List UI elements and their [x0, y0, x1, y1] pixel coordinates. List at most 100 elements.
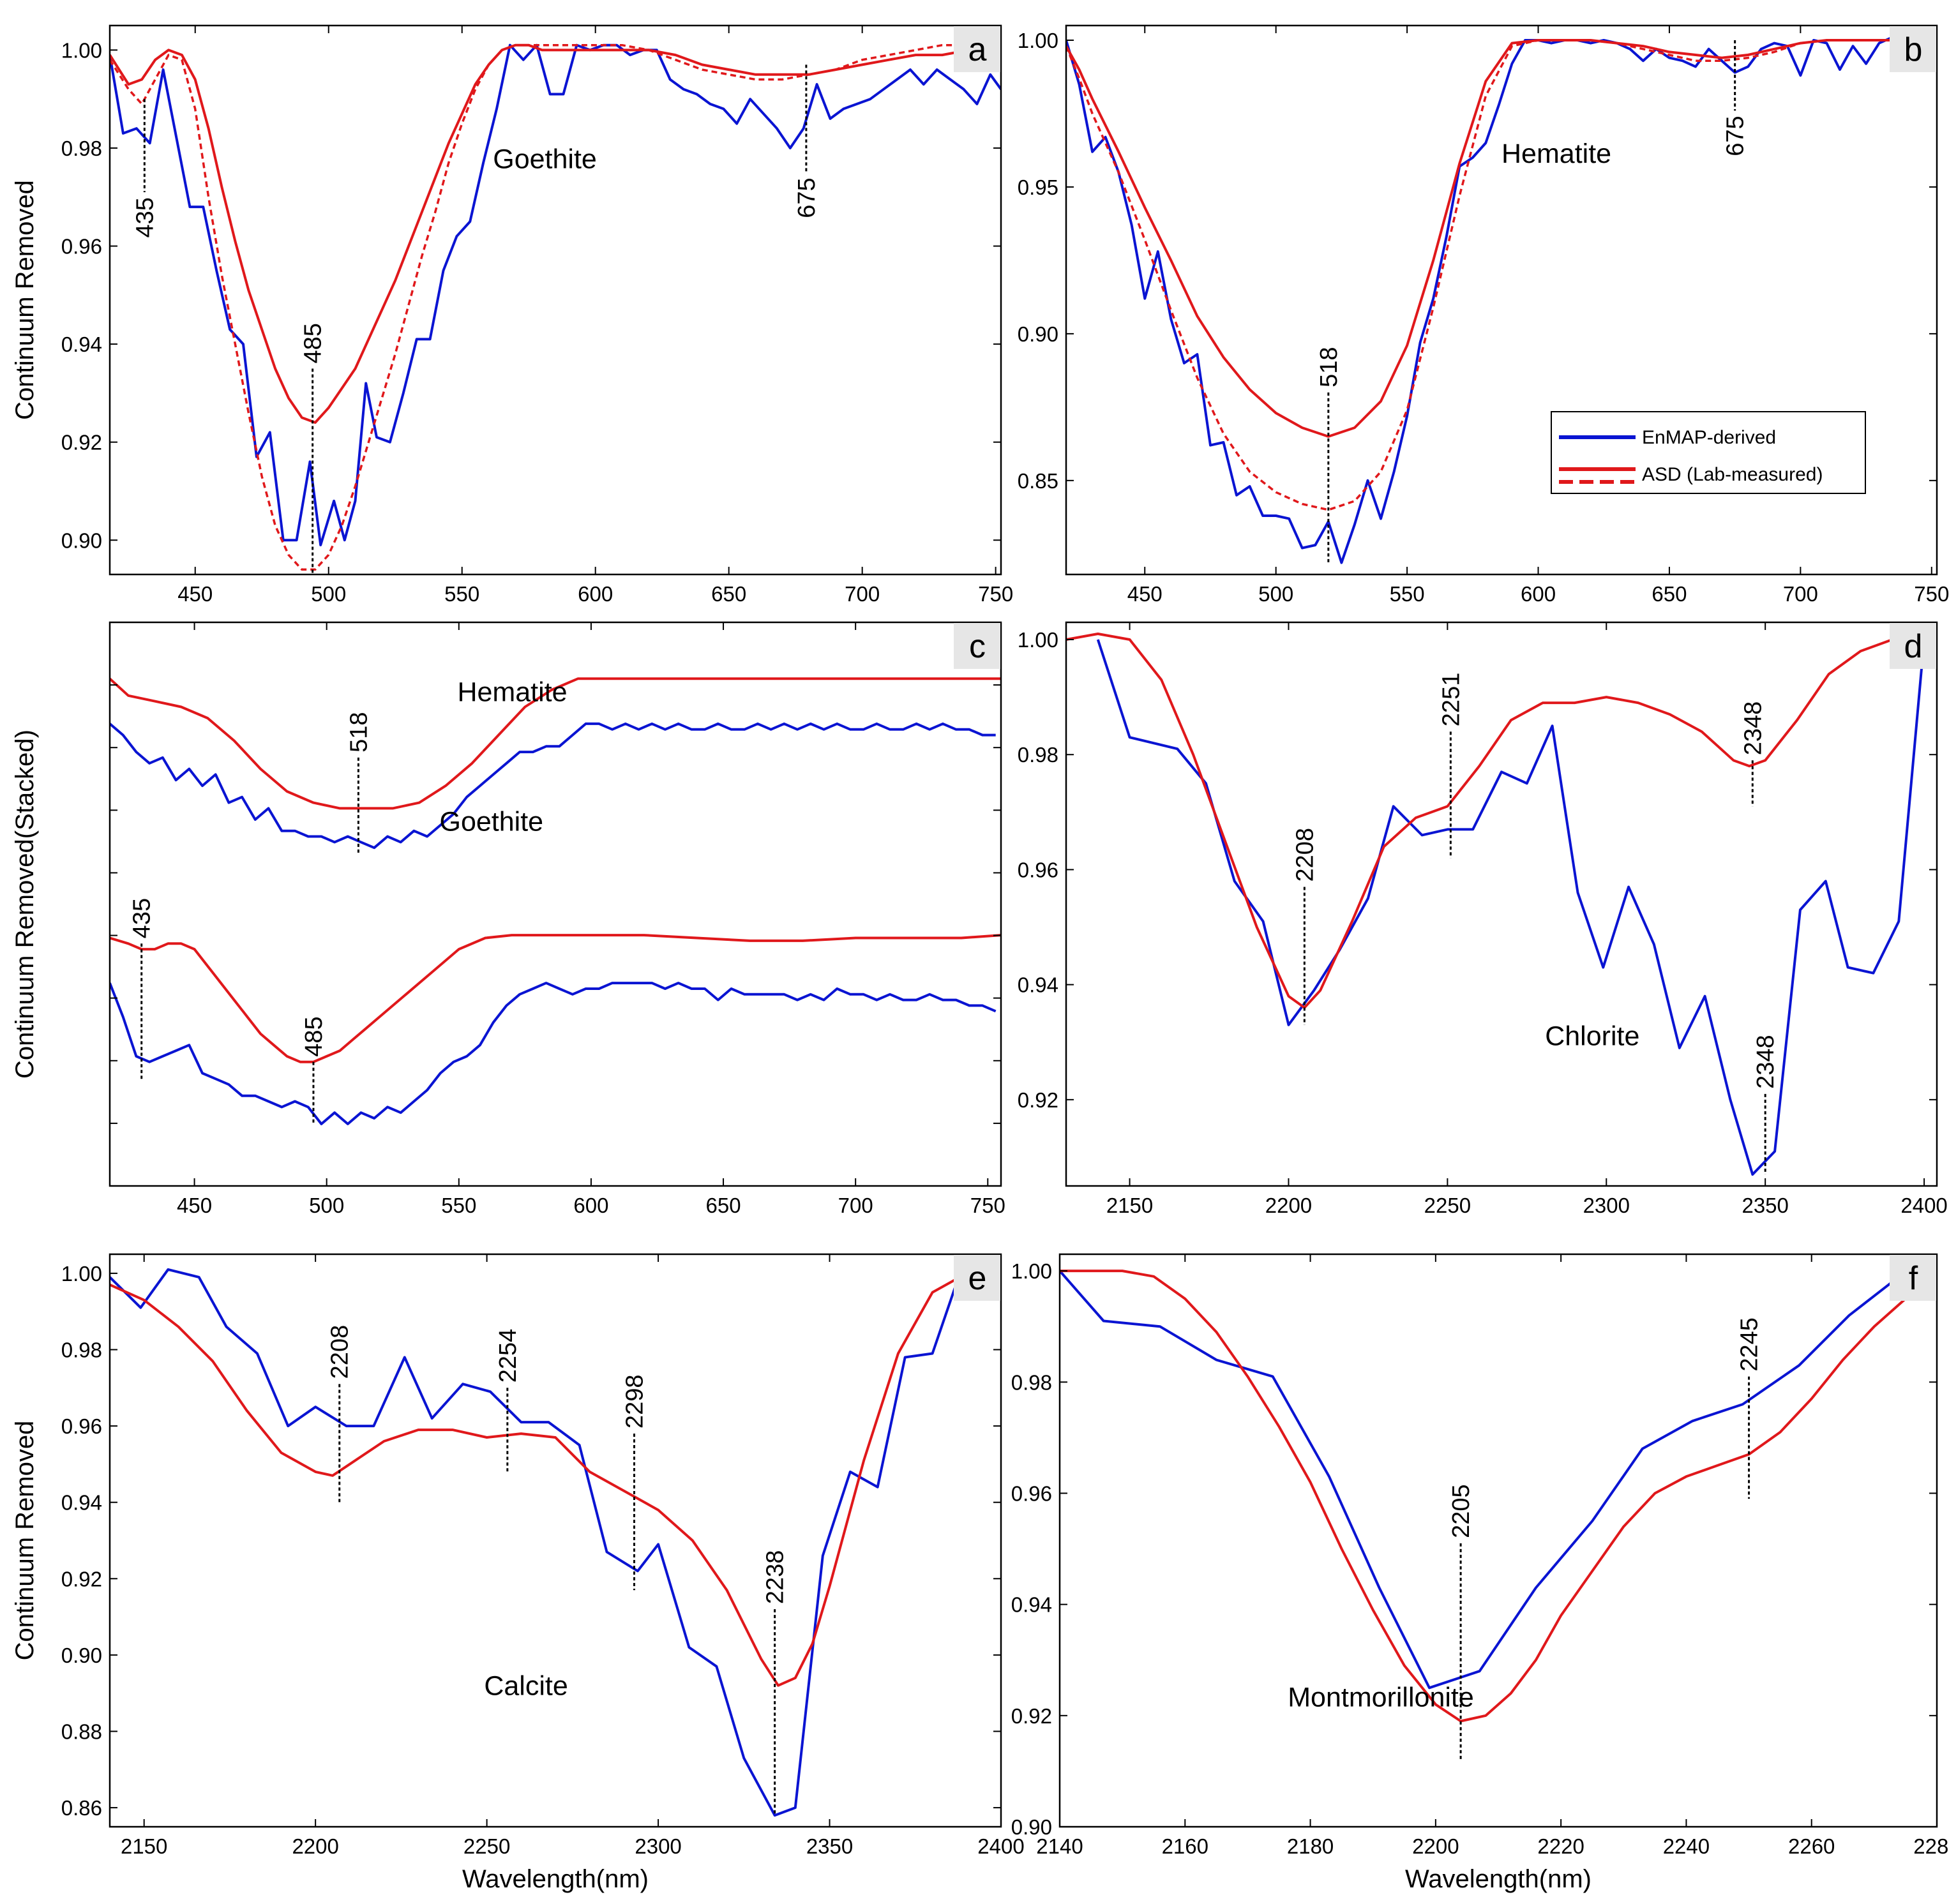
legend: EnMAP-derived ASD (Lab-measured) — [1551, 411, 1866, 494]
y-tick-label: 0.95 — [1018, 176, 1058, 199]
marker-label: 2205 — [1448, 1484, 1475, 1538]
x-tick-label: 2350 — [1742, 1194, 1788, 1217]
panel-tag-box — [1890, 26, 1936, 72]
panel-f: 2205 2245 Montmorillonite 2140 2160 2180 2200 2… — [1011, 1253, 1949, 1893]
series-line-enmap-b — [1066, 36, 1937, 564]
panel-c: 435 518 485 Hematite Goethite 450 500 550 600 650… — [11, 621, 1005, 1217]
x-axis-label: Wavelength(nm) — [462, 1865, 649, 1893]
plot-frame-a — [109, 24, 1002, 576]
x-tick-label: 500 — [309, 1194, 344, 1217]
y-tick-label: 0.98 — [1018, 743, 1058, 767]
marker-label: 485 — [301, 1016, 327, 1056]
x-tick-label: 2200 — [292, 1834, 338, 1858]
x-tick-label: 700 — [1783, 582, 1818, 606]
panel-tag: a — [968, 31, 987, 68]
plot-frame-c — [109, 621, 1002, 1187]
legend-label: ASD (Lab-measured) — [1642, 464, 1823, 485]
y-tick-label: 0.98 — [61, 1338, 102, 1362]
y-tick-label: 0.92 — [1018, 1088, 1058, 1112]
y-tick-label: 0.92 — [61, 1567, 102, 1591]
marker-label: 2298 — [621, 1375, 648, 1429]
panel-tag: f — [1909, 1260, 1918, 1297]
series-line-asd-dashed-a — [110, 43, 996, 571]
y-tick-label: 0.92 — [1011, 1704, 1052, 1728]
panel-tag: e — [968, 1260, 987, 1297]
y-tick-label: 0.88 — [61, 1720, 102, 1744]
x-tick-label: 650 — [706, 1194, 741, 1217]
x-tick-label: 700 — [845, 582, 880, 606]
y-tick-label: 0.96 — [61, 1414, 102, 1438]
series-line-enmap-c — [110, 982, 997, 1125]
y-axis-label-a: Continuum Removed — [11, 180, 39, 420]
y-axis-label-e: Continuum Removed — [11, 1421, 39, 1661]
y-tick-label: 0.94 — [1011, 1593, 1052, 1617]
y-tick-label: 1.00 — [1018, 29, 1058, 52]
x-tick-label: 2200 — [1412, 1834, 1459, 1858]
x-tick-label: 750 — [978, 582, 1013, 606]
series-line-enmap-e — [110, 1268, 961, 1817]
mineral-label: Hematite — [457, 677, 567, 708]
plot-frame-e — [109, 1253, 1002, 1828]
marker-label: 675 — [794, 177, 820, 218]
x-tick-label: 550 — [444, 582, 479, 606]
y-tick-label: 1.00 — [1018, 628, 1058, 652]
series-line-asd-f — [1060, 1270, 1932, 1723]
y-axis-label-c: Continuum Removed(Stacked) — [11, 730, 39, 1079]
y-tick-label: 0.90 — [61, 528, 102, 552]
y-tick-label: 0.85 — [1018, 469, 1058, 493]
x-tick-label: 450 — [1127, 582, 1163, 606]
y-tick-label: 0.96 — [1018, 858, 1058, 881]
plot-frame-d — [1065, 621, 1938, 1187]
x-tick-label: 2150 — [121, 1834, 167, 1858]
mineral-label: Hematite — [1501, 139, 1611, 169]
legend-box — [1551, 411, 1866, 494]
plot-area-d — [1066, 633, 1926, 1176]
y-tick-label: 1.00 — [61, 1262, 102, 1286]
panel-tag-box — [1890, 1255, 1936, 1301]
plot-area-e — [110, 1268, 1001, 1817]
y-tick-label: 0.98 — [61, 137, 102, 160]
x-tick-label: 2300 — [1583, 1194, 1630, 1217]
y-tick-label: 0.90 — [1011, 1815, 1052, 1839]
x-tick-label: 550 — [1390, 582, 1425, 606]
x-tick-label: 2350 — [806, 1834, 853, 1858]
y-tick-label: 0.98 — [1011, 1370, 1052, 1394]
series-line-asd-a — [110, 43, 996, 424]
marker-label: 518 — [1316, 347, 1343, 387]
plot-area-b — [1066, 36, 1937, 564]
marker-label: 2348 — [1740, 701, 1766, 756]
series-line-enmap-a — [110, 43, 1001, 546]
marker-label: 435 — [132, 197, 158, 237]
x-tick-label: 2200 — [1265, 1194, 1312, 1217]
panel-tag-box — [954, 26, 1000, 72]
y-tick-label: 0.86 — [61, 1796, 102, 1820]
x-tick-label: 650 — [1652, 582, 1687, 606]
mineral-label: Montmorillonite — [1288, 1683, 1474, 1713]
series-line-asd-b — [1066, 39, 1932, 438]
x-tick-label: 2240 — [1663, 1834, 1710, 1858]
x-tick-label: 450 — [177, 582, 213, 606]
plot-area-f — [1060, 1270, 1932, 1723]
mineral-label: Chlorite — [1545, 1021, 1639, 1051]
x-tick-label: 550 — [441, 1194, 476, 1217]
marker-label: 2208 — [327, 1325, 354, 1379]
y-tick-label: 0.94 — [61, 333, 102, 356]
x-tick-label: 2140 — [1036, 1834, 1083, 1858]
plot-frame-b — [1065, 24, 1938, 576]
y-tick-label: 0.96 — [1011, 1481, 1052, 1505]
plot-frame-f — [1058, 1253, 1938, 1828]
x-tick-label: 600 — [1521, 582, 1556, 606]
marker-label: 2208 — [1291, 828, 1318, 882]
marker-label: 518 — [345, 712, 372, 753]
x-tick-label: 500 — [311, 582, 346, 606]
marker-label: 485 — [300, 323, 327, 363]
x-tick-label: 2250 — [463, 1834, 510, 1858]
y-tick-label: 1.00 — [1011, 1259, 1052, 1283]
x-tick-label: 2300 — [635, 1834, 681, 1858]
marker-label: 2348 — [1752, 1035, 1779, 1089]
panel-tag: d — [1904, 628, 1923, 665]
x-tick-label: 650 — [711, 582, 746, 606]
series-line-asd-c — [110, 934, 1001, 1063]
panel-tag-box — [954, 1255, 1000, 1301]
x-tick-label: 750 — [970, 1194, 1005, 1217]
